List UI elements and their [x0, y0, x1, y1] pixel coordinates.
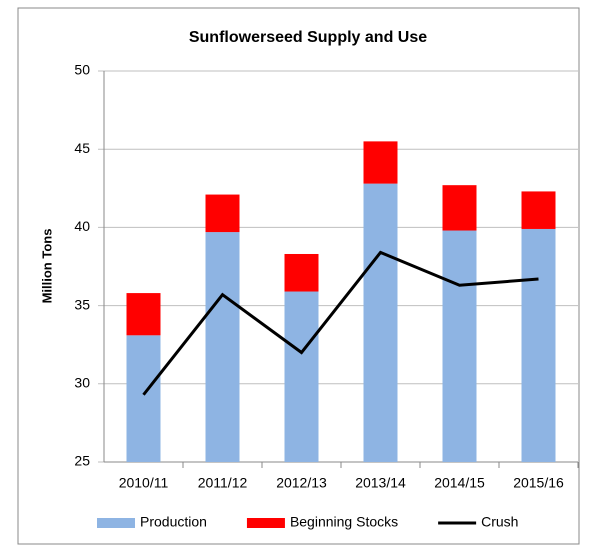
legend-label: Beginning Stocks [290, 514, 398, 530]
bar [284, 253, 319, 292]
x-tick-label: 2010/11 [119, 475, 169, 491]
bar [521, 228, 556, 462]
y-tick-label: 35 [74, 296, 90, 312]
x-tick-label: 2014/15 [434, 475, 485, 491]
bar [126, 335, 161, 462]
y-axis-label: Million Tons [39, 229, 54, 304]
y-tick-label: 25 [74, 453, 90, 469]
x-tick-label: 2012/13 [276, 475, 327, 491]
bar [442, 185, 477, 231]
bar [205, 232, 240, 462]
legend-label: Crush [481, 514, 518, 530]
y-tick-label: 50 [74, 62, 90, 78]
bar [284, 291, 319, 462]
bar [442, 230, 477, 462]
x-tick-label: 2015/16 [513, 475, 564, 491]
chart-title: Sunflowerseed Supply and Use [189, 29, 427, 46]
legend-label: Production [140, 514, 207, 530]
y-tick-label: 30 [74, 375, 90, 391]
y-tick-label: 45 [74, 140, 90, 156]
y-tick-label: 40 [74, 218, 90, 234]
legend-swatch [97, 518, 135, 528]
x-tick-label: 2011/12 [198, 475, 248, 491]
bar [521, 191, 556, 229]
line-series [142, 250, 539, 396]
bar [363, 183, 398, 462]
legend-swatch [246, 518, 285, 528]
x-tick-label: 2013/14 [355, 475, 406, 491]
bar [363, 141, 398, 184]
bar [126, 293, 161, 336]
bar [205, 194, 240, 233]
